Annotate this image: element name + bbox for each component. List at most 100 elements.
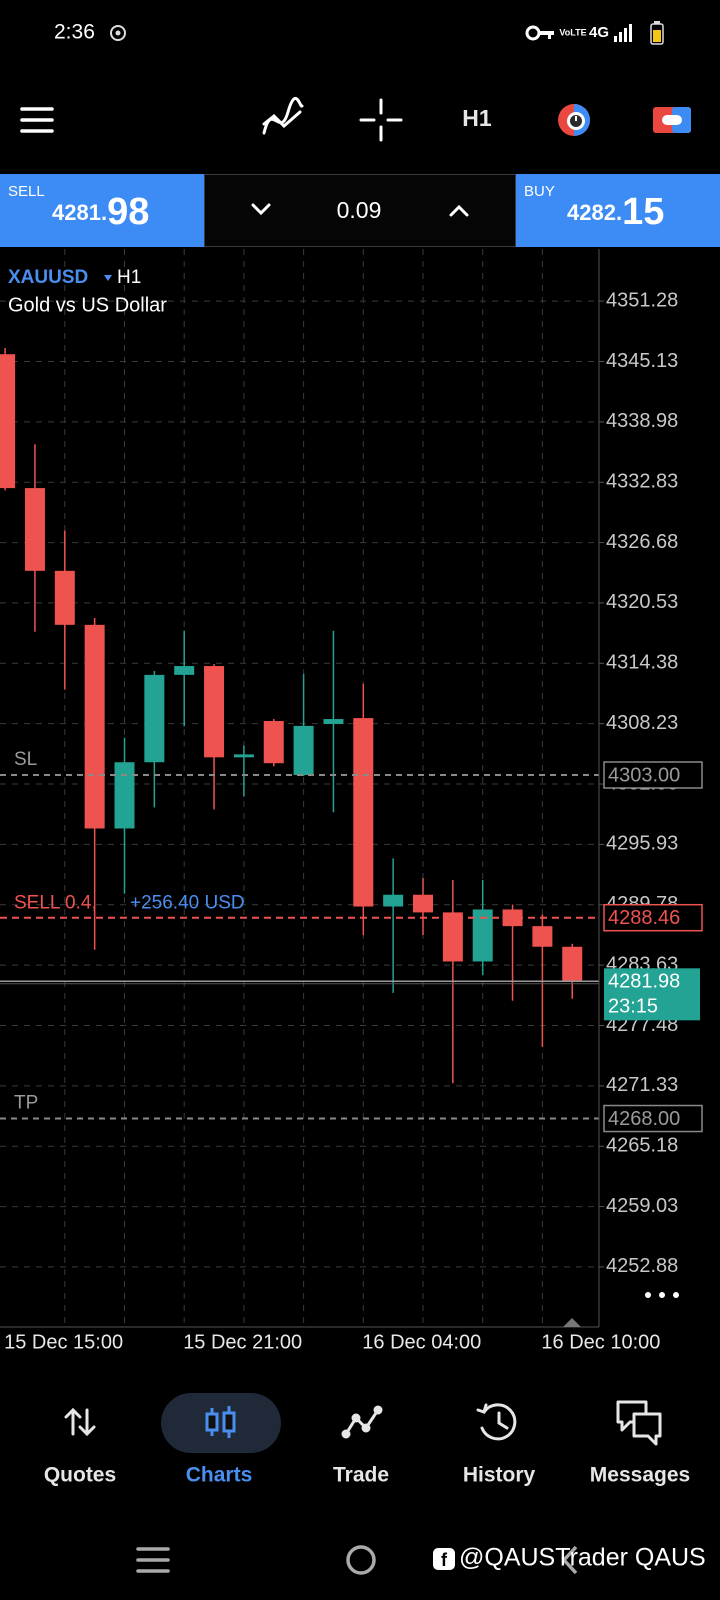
charts-icon[interactable] bbox=[205, 1406, 236, 1438]
nav-tab[interactable]: Trade bbox=[333, 1464, 389, 1487]
nav-tab[interactable]: Charts bbox=[186, 1464, 253, 1487]
volume-value[interactable]: 0.09 bbox=[337, 197, 382, 223]
status-time: 2:36 bbox=[54, 21, 95, 44]
bar-countdown: 23:15 bbox=[608, 996, 658, 1018]
nav-tab[interactable]: History bbox=[463, 1464, 536, 1487]
candle-body bbox=[413, 894, 433, 913]
system-recent-button[interactable] bbox=[136, 1547, 170, 1573]
candle-body bbox=[144, 674, 165, 763]
candle-body bbox=[383, 894, 404, 907]
trade-icon[interactable] bbox=[341, 1405, 383, 1439]
volte-label: VoLTE bbox=[559, 27, 586, 37]
network-label: 4G bbox=[589, 24, 609, 41]
buy-label: BUY bbox=[524, 183, 555, 200]
key-icon bbox=[525, 25, 554, 41]
candle-body bbox=[84, 624, 105, 829]
system-home-button[interactable] bbox=[346, 1545, 376, 1575]
x-tick-label: 16 Dec 04:00 bbox=[362, 1331, 481, 1353]
y-tick-label: 4314.38 bbox=[606, 652, 678, 674]
buy-price-small: 4282. bbox=[567, 200, 622, 225]
crosshair-button[interactable] bbox=[359, 98, 403, 142]
messages-icon[interactable] bbox=[616, 1400, 662, 1446]
buy-price-large: 15 bbox=[622, 191, 664, 233]
levels: SL TP SELL 0.4, +256.40 USD bbox=[0, 749, 599, 1120]
candle-body bbox=[114, 762, 135, 829]
sell-button[interactable] bbox=[0, 174, 204, 247]
chart-symbol[interactable]: XAUUSD bbox=[8, 267, 88, 288]
trade-mode-button[interactable] bbox=[653, 107, 691, 133]
y-tick-label: 4271.33 bbox=[606, 1074, 678, 1096]
y-tick-label: 4338.98 bbox=[606, 410, 678, 432]
stop-loss-label: SL bbox=[14, 749, 37, 770]
buy-button[interactable] bbox=[516, 174, 720, 247]
candle-body bbox=[54, 570, 75, 625]
x-tick-label: 15 Dec 21:00 bbox=[183, 1331, 302, 1353]
take-profit-price-label: 4268.00 bbox=[608, 1108, 680, 1130]
facebook-icon bbox=[433, 1548, 455, 1570]
sell-label: SELL bbox=[8, 183, 45, 200]
y-tick-label: 4308.23 bbox=[606, 712, 678, 734]
candle-body bbox=[24, 488, 45, 571]
candle-body bbox=[174, 666, 195, 675]
y-tick-label: 4351.28 bbox=[606, 289, 678, 311]
buy-price: 4282.15 bbox=[567, 191, 664, 233]
sell-price-small: 4281. bbox=[52, 200, 107, 225]
position-profit: +256.40 USD bbox=[130, 893, 245, 914]
candle-body bbox=[442, 912, 463, 962]
x-tick-label: 16 Dec 10:00 bbox=[541, 1331, 660, 1353]
history-icon[interactable] bbox=[476, 1403, 517, 1441]
position-price-label: 4288.46 bbox=[608, 907, 680, 929]
price-boxes: 4303.00 4268.00 4288.46 4281.98 23:15 bbox=[603, 761, 703, 1133]
bid-price-box bbox=[604, 968, 700, 1021]
nav-tab[interactable]: Messages bbox=[590, 1464, 690, 1487]
volume-decrease[interactable] bbox=[251, 203, 271, 216]
active-tab-highlight bbox=[161, 1393, 281, 1453]
quotes-icon[interactable] bbox=[64, 1407, 96, 1437]
status-gear-icon bbox=[110, 25, 126, 41]
y-tick-label: 4265.18 bbox=[606, 1134, 678, 1156]
y-tick-label: 4345.13 bbox=[606, 350, 678, 372]
menu-button[interactable] bbox=[20, 107, 54, 133]
one-click-trading-button[interactable] bbox=[558, 104, 590, 136]
more-button[interactable] bbox=[645, 1292, 679, 1298]
nav-tab[interactable]: Quotes bbox=[44, 1464, 116, 1487]
system-back-button[interactable] bbox=[561, 1545, 578, 1575]
position-price-box bbox=[603, 903, 703, 932]
y-tick-label: 4259.03 bbox=[606, 1195, 678, 1217]
stop-loss-price-label: 4303.00 bbox=[608, 764, 680, 786]
candle-body bbox=[562, 946, 583, 982]
symbol-dropdown-icon[interactable] bbox=[104, 275, 112, 281]
take-profit-price-box bbox=[603, 1104, 703, 1133]
signal-icon bbox=[614, 24, 632, 42]
timeframe-button[interactable]: H1 bbox=[462, 105, 492, 131]
volume-increase[interactable] bbox=[449, 204, 469, 217]
candle-body bbox=[472, 909, 493, 962]
candle-body bbox=[532, 926, 553, 947]
x-tick-label: 15 Dec 15:00 bbox=[4, 1331, 123, 1353]
battery-icon bbox=[650, 21, 664, 45]
candle-body bbox=[204, 666, 225, 758]
candle-body bbox=[0, 354, 16, 489]
y-tick-label: 4252.88 bbox=[606, 1255, 678, 1277]
candle-body bbox=[502, 909, 523, 927]
sell-price-large: 98 bbox=[107, 191, 149, 233]
sell-price: 4281.98 bbox=[52, 191, 149, 233]
stop-loss-price-box bbox=[603, 761, 703, 789]
take-profit-label: TP bbox=[14, 1093, 38, 1114]
candle-body bbox=[293, 725, 314, 775]
chart-timeframe: H1 bbox=[117, 267, 141, 288]
candles bbox=[0, 348, 583, 1084]
candle-body bbox=[353, 718, 374, 907]
y-tick-label: 4295.93 bbox=[606, 833, 678, 855]
chart-description: Gold vs US Dollar bbox=[8, 294, 167, 316]
y-tick-label: 4326.68 bbox=[606, 531, 678, 553]
axis-labels: 4351.28 4345.13 4338.98 4332.83 4326.68 4320.… bbox=[4, 289, 678, 1353]
indicators-button[interactable] bbox=[262, 96, 304, 135]
watermark: @QAUSTrader QAUS bbox=[459, 1544, 706, 1572]
scroll-marker bbox=[563, 1318, 581, 1327]
bid-price-label: 4281.98 bbox=[608, 971, 680, 993]
y-tick-label: 4320.53 bbox=[606, 591, 678, 613]
candle-body bbox=[263, 721, 284, 764]
